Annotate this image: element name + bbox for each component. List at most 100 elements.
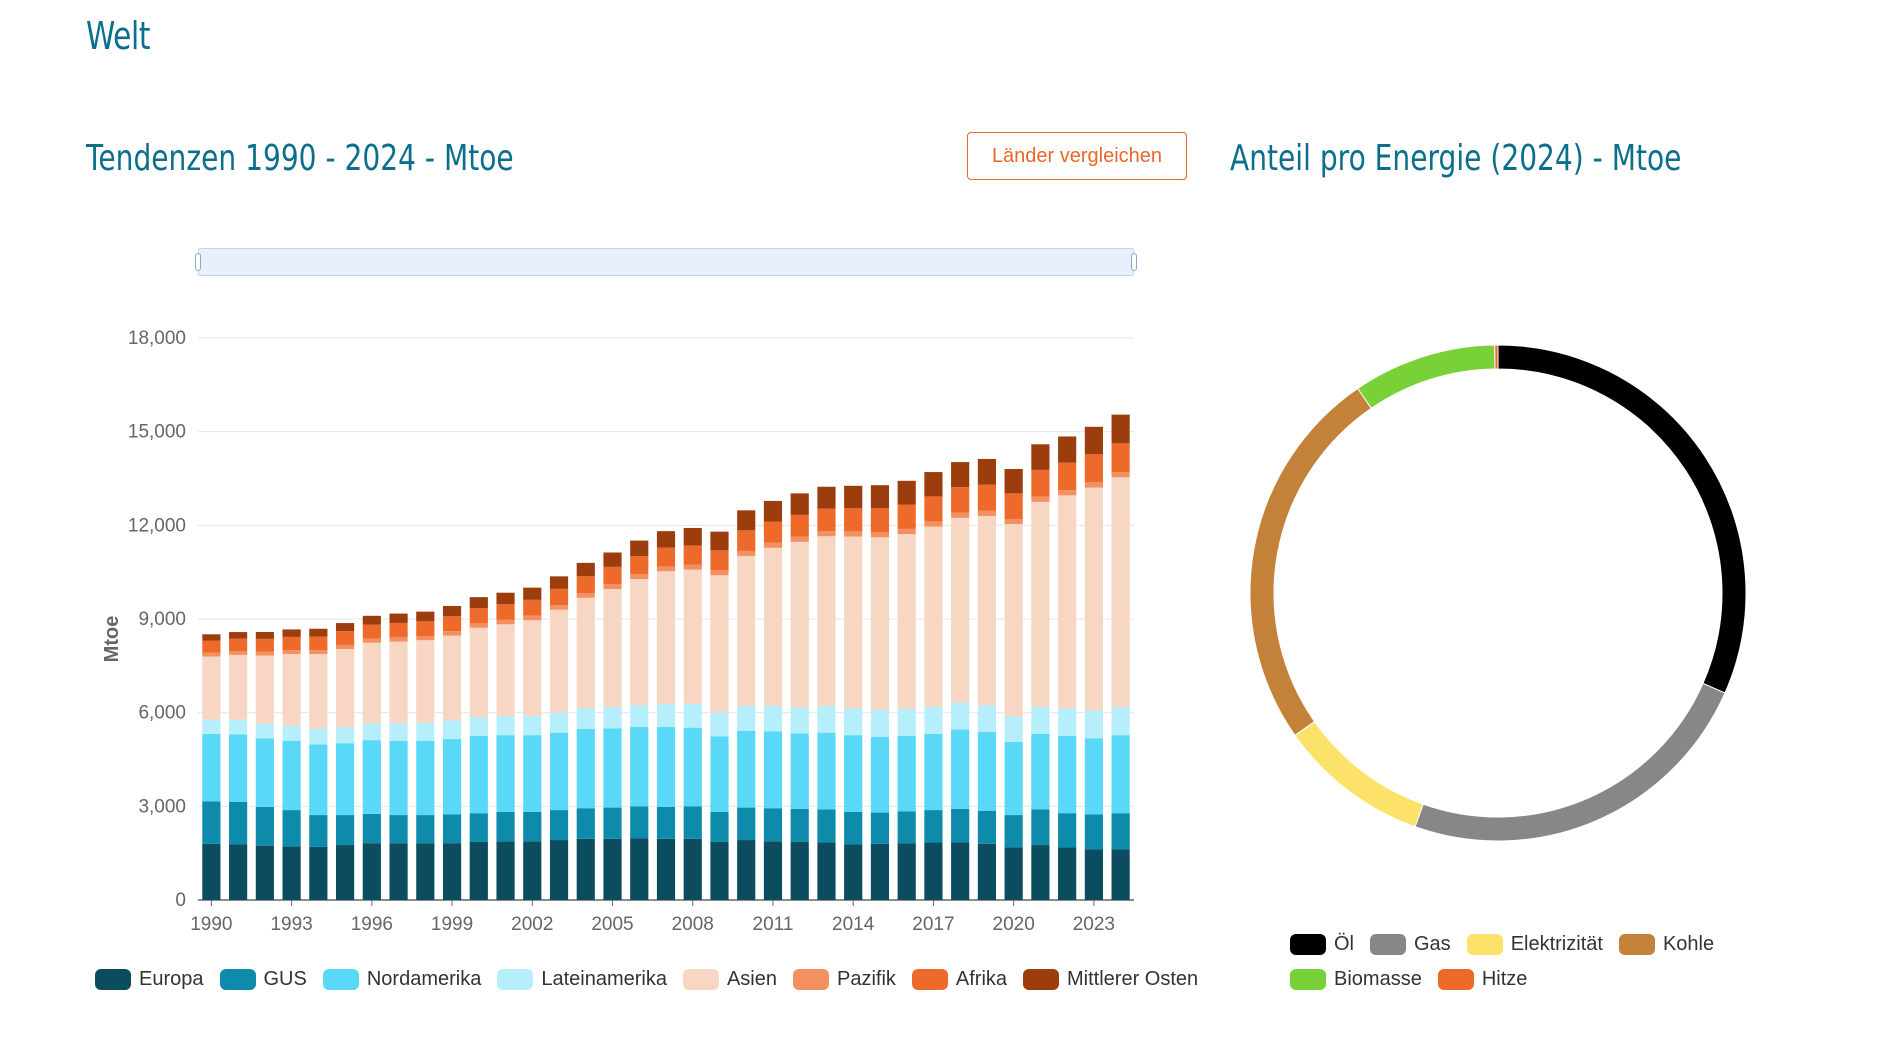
bar-asien-1996[interactable] bbox=[362, 642, 381, 724]
bar-pazifik-2017[interactable] bbox=[924, 521, 943, 527]
legend-item-afrika[interactable]: Afrika bbox=[911, 968, 1007, 991]
bar-europa-2010[interactable] bbox=[737, 840, 756, 900]
bar-pazifik-1994[interactable] bbox=[309, 649, 328, 654]
bar-europa-2017[interactable] bbox=[924, 842, 943, 900]
bar-mittlerer-osten-2003[interactable] bbox=[549, 576, 569, 589]
bar-nordamerika-2021[interactable] bbox=[1031, 733, 1050, 810]
bar-gus-1990[interactable] bbox=[202, 801, 221, 844]
bar-afrika-1999[interactable] bbox=[442, 616, 462, 632]
bar-afrika-2016[interactable] bbox=[897, 504, 916, 529]
bar-afrika-1996[interactable] bbox=[362, 624, 381, 639]
bar-asien-2001[interactable] bbox=[496, 624, 515, 717]
bar-afrika-2006[interactable] bbox=[630, 556, 649, 575]
bar-mittlerer-osten-2009[interactable] bbox=[710, 531, 729, 551]
bar-nordamerika-2014[interactable] bbox=[844, 735, 863, 812]
bar-asien-2022[interactable] bbox=[1058, 495, 1077, 709]
legend-item-nordamerika[interactable]: Nordamerika bbox=[322, 968, 481, 991]
bar-mittlerer-osten-2023[interactable] bbox=[1084, 426, 1103, 455]
bar-afrika-2005[interactable] bbox=[603, 566, 622, 585]
bar-gus-2012[interactable] bbox=[790, 808, 809, 842]
bar-europa-2000[interactable] bbox=[469, 841, 488, 900]
legend-item-oel[interactable]: Öl bbox=[1290, 933, 1354, 956]
bar-europa-1995[interactable] bbox=[335, 845, 355, 900]
bar-asien-2020[interactable] bbox=[1004, 524, 1023, 717]
bar-gus-2005[interactable] bbox=[603, 807, 622, 839]
bar-gus-2009[interactable] bbox=[710, 811, 729, 842]
bar-europa-2012[interactable] bbox=[790, 841, 809, 900]
bar-nordamerika-2002[interactable] bbox=[523, 735, 542, 812]
bar-afrika-1994[interactable] bbox=[309, 636, 328, 650]
bar-gus-2004[interactable] bbox=[576, 808, 595, 839]
bar-nordamerika-2000[interactable] bbox=[469, 735, 488, 814]
bar-afrika-2024[interactable] bbox=[1111, 443, 1130, 473]
bar-gus-2020[interactable] bbox=[1004, 815, 1023, 848]
zoom-slider[interactable] bbox=[195, 248, 1137, 276]
bar-afrika-2023[interactable] bbox=[1084, 454, 1103, 483]
bar-afrika-2013[interactable] bbox=[817, 508, 836, 532]
donut-slice-hitze[interactable] bbox=[1494, 344, 1499, 370]
bar-nordamerika-1990[interactable] bbox=[202, 733, 221, 802]
bar-pazifik-1998[interactable] bbox=[416, 635, 435, 641]
bar-gus-2022[interactable] bbox=[1058, 813, 1077, 848]
bar-europa-2021[interactable] bbox=[1031, 845, 1050, 900]
bar-asien-1990[interactable] bbox=[202, 656, 221, 720]
bar-europa-1991[interactable] bbox=[229, 844, 248, 900]
bar-pazifik-1993[interactable] bbox=[282, 650, 301, 654]
bar-europa-2011[interactable] bbox=[763, 841, 783, 900]
bar-gus-2000[interactable] bbox=[469, 813, 488, 842]
bar-nordamerika-1991[interactable] bbox=[229, 734, 248, 802]
bar-mittlerer-osten-2013[interactable] bbox=[817, 486, 836, 509]
bar-mittlerer-osten-2016[interactable] bbox=[897, 480, 916, 505]
bar-nordamerika-2007[interactable] bbox=[656, 727, 676, 807]
bar-lateinamerika-2021[interactable] bbox=[1031, 706, 1050, 734]
bar-asien-2003[interactable] bbox=[549, 609, 569, 713]
bar-gus-1993[interactable] bbox=[282, 810, 301, 847]
bar-afrika-1991[interactable] bbox=[229, 638, 248, 652]
bar-asien-2013[interactable] bbox=[817, 536, 836, 707]
bar-afrika-1992[interactable] bbox=[255, 638, 274, 652]
bar-afrika-2009[interactable] bbox=[710, 550, 729, 571]
bar-afrika-2004[interactable] bbox=[576, 576, 595, 594]
bar-lateinamerika-2012[interactable] bbox=[790, 707, 809, 734]
bar-mittlerer-osten-2004[interactable] bbox=[576, 562, 595, 577]
bar-mittlerer-osten-2014[interactable] bbox=[844, 485, 863, 509]
bar-afrika-2001[interactable] bbox=[496, 604, 515, 620]
bar-lateinamerika-2002[interactable] bbox=[523, 715, 542, 736]
bar-europa-1990[interactable] bbox=[202, 843, 221, 900]
bar-gus-2007[interactable] bbox=[656, 806, 676, 839]
bar-mittlerer-osten-1994[interactable] bbox=[309, 628, 328, 637]
bar-lateinamerika-2014[interactable] bbox=[844, 708, 863, 736]
bar-pazifik-2015[interactable] bbox=[870, 532, 890, 538]
bar-europa-2006[interactable] bbox=[630, 838, 649, 900]
bar-europa-2009[interactable] bbox=[710, 841, 729, 900]
bar-pazifik-2011[interactable] bbox=[763, 542, 783, 548]
bar-mittlerer-osten-1992[interactable] bbox=[255, 631, 274, 639]
bar-lateinamerika-1999[interactable] bbox=[442, 720, 462, 739]
bar-europa-1994[interactable] bbox=[309, 846, 328, 900]
bar-lateinamerika-2013[interactable] bbox=[817, 706, 836, 733]
bar-nordamerika-2022[interactable] bbox=[1058, 735, 1077, 814]
bar-asien-1995[interactable] bbox=[335, 648, 355, 728]
bar-gus-1992[interactable] bbox=[255, 806, 274, 846]
bar-pazifik-2013[interactable] bbox=[817, 531, 836, 537]
bar-europa-2024[interactable] bbox=[1111, 849, 1130, 900]
bar-nordamerika-1999[interactable] bbox=[442, 738, 462, 815]
bar-lateinamerika-2003[interactable] bbox=[549, 712, 569, 733]
bar-lateinamerika-1998[interactable] bbox=[416, 722, 435, 741]
bar-lateinamerika-2005[interactable] bbox=[603, 707, 622, 729]
bar-lateinamerika-2017[interactable] bbox=[924, 707, 943, 734]
bar-nordamerika-2004[interactable] bbox=[576, 728, 595, 809]
bar-lateinamerika-2006[interactable] bbox=[630, 705, 649, 728]
bar-gus-2017[interactable] bbox=[924, 810, 943, 843]
legend-item-gus[interactable]: GUS bbox=[219, 968, 307, 991]
bar-lateinamerika-2024[interactable] bbox=[1111, 707, 1130, 736]
donut-slice-gas[interactable] bbox=[1414, 682, 1726, 842]
bar-europa-2003[interactable] bbox=[549, 840, 569, 900]
bar-afrika-2014[interactable] bbox=[844, 508, 863, 532]
bar-asien-2002[interactable] bbox=[523, 620, 542, 716]
bar-pazifik-1995[interactable] bbox=[335, 644, 355, 649]
bar-pazifik-1997[interactable] bbox=[389, 637, 408, 642]
bar-lateinamerika-2009[interactable] bbox=[710, 712, 729, 737]
bar-mittlerer-osten-2006[interactable] bbox=[630, 540, 649, 557]
bar-nordamerika-2010[interactable] bbox=[737, 730, 756, 808]
